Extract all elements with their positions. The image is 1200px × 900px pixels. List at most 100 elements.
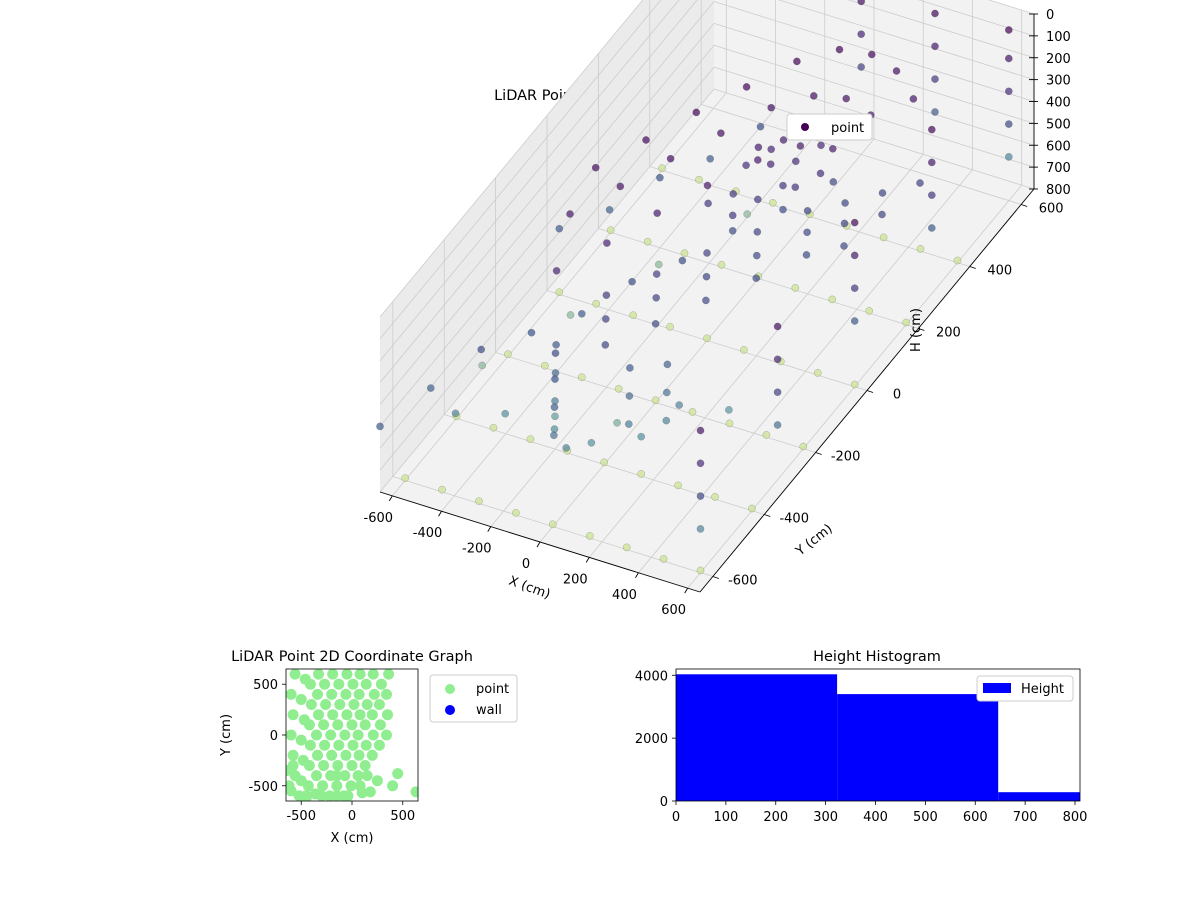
tick-label-x-3d: 0 — [522, 557, 530, 572]
data-point-3d — [1004, 26, 1013, 34]
data-point-3d — [740, 346, 748, 354]
data-point-2d — [340, 688, 352, 700]
data-point-3d — [773, 355, 782, 364]
data-point-3d — [566, 311, 575, 319]
data-point-3d — [651, 319, 660, 328]
tick-label-x-histogram: 700 — [1013, 810, 1038, 825]
data-point-3d — [841, 199, 849, 207]
tick-x-3d — [536, 541, 541, 548]
data-point-3d — [587, 438, 596, 447]
data-point-3d — [426, 384, 435, 392]
data-point-2d — [348, 699, 360, 710]
data-point-3d — [696, 459, 705, 468]
data-point-2d — [339, 770, 351, 782]
tick-label-z-3d: 700 — [1046, 161, 1071, 176]
tick-x-3d — [635, 572, 639, 579]
data-point-2d — [326, 749, 338, 761]
data-point-2d — [366, 749, 378, 761]
tick-label-y-histogram: 0 — [660, 795, 668, 810]
data-point-2d — [313, 709, 324, 721]
data-point-3d — [791, 157, 800, 166]
data-point-3d — [703, 249, 711, 257]
data-point-3d — [742, 83, 751, 91]
tick-label-y-3d: 600 — [1039, 202, 1064, 217]
tick-label-z-3d: 800 — [1046, 183, 1071, 198]
tick-x-3d — [487, 526, 492, 532]
tick-label-x-3d: -200 — [462, 542, 492, 557]
data-point-2d — [382, 709, 393, 721]
data-point-2d — [317, 780, 329, 792]
data-point-3d — [656, 173, 664, 182]
data-point-3d — [663, 360, 672, 369]
data-point-3d — [616, 182, 625, 191]
histogram-title: Height Histogram — [813, 649, 941, 665]
data-point-2d — [381, 688, 392, 700]
data-point-2d — [286, 729, 297, 741]
data-point-3d — [600, 458, 609, 467]
data-point-2d — [367, 669, 379, 680]
data-point-3d — [892, 67, 901, 75]
data-point-2d — [360, 739, 372, 751]
data-point-2d — [410, 786, 418, 798]
tick-label-y-3d: -200 — [831, 450, 861, 465]
data-point-2d — [383, 669, 395, 680]
data-point-2d — [333, 739, 345, 751]
tick-label-y-2d: 500 — [253, 678, 278, 693]
legend-2d-marker-point — [445, 684, 455, 694]
histogram-bar — [676, 674, 838, 801]
data-point-3d — [512, 508, 520, 517]
data-point-3d — [637, 470, 646, 478]
data-point-3d — [754, 143, 763, 152]
data-point-3d — [743, 210, 752, 218]
data-point-2d — [347, 739, 359, 751]
tick-label-x-2d: 500 — [390, 809, 415, 824]
data-point-3d — [591, 163, 600, 172]
data-point-3d — [779, 181, 787, 190]
grid-line-z-back — [713, 88, 1035, 190]
data-point-2d — [318, 719, 330, 731]
tick-label-z-3d: 0 — [1046, 8, 1054, 23]
data-point-3d — [799, 442, 808, 451]
data-point-3d — [475, 497, 483, 506]
data-point-3d — [501, 409, 510, 418]
data-point-3d — [605, 205, 614, 214]
data-point-2d — [367, 729, 379, 741]
tick-label-z-3d: 200 — [1046, 52, 1071, 67]
tick-label-y-3d: 0 — [893, 388, 901, 403]
data-point-3d — [916, 179, 924, 187]
data-point-3d — [931, 42, 939, 51]
data-point-2d — [346, 719, 358, 731]
data-point-3d — [688, 408, 697, 416]
data-point-3d — [717, 129, 725, 138]
data-point-3d — [927, 125, 936, 134]
data-point-3d — [704, 199, 712, 208]
data-point-3d — [796, 142, 805, 150]
data-point-3d — [842, 94, 851, 103]
data-point-2d — [295, 694, 307, 705]
data-point-3d — [953, 256, 962, 265]
data-point-3d — [642, 136, 650, 144]
tick-label-x-histogram: 0 — [672, 810, 680, 825]
data-point-2d — [334, 699, 346, 710]
data-point-2d — [339, 729, 351, 741]
data-point-2d — [354, 780, 366, 792]
ticks-3d: -600 -400 -200 0 200 400 600 -600 -400 -200 0 200 40… — [364, 8, 1071, 618]
data-point-3d — [753, 195, 762, 204]
data-point-2d — [313, 669, 324, 680]
tick-label-x-histogram: 100 — [713, 810, 738, 825]
data-point-3d — [865, 307, 874, 315]
histogram-chart: Height Histogram 0 100 200 300 400 500 600 700 8… — [635, 649, 1088, 825]
data-point-3d — [817, 141, 825, 150]
data-point-2d — [287, 709, 299, 721]
data-point-3d — [916, 245, 925, 253]
points-2d — [286, 669, 418, 801]
data-point-3d — [577, 309, 586, 318]
axes-3d-grid — [379, 0, 1035, 589]
data-point-2d — [387, 780, 399, 792]
tick-label-y-2d: -500 — [248, 780, 278, 795]
data-point-2d — [381, 729, 392, 741]
data-point-3d — [931, 9, 939, 18]
data-point-3d — [696, 525, 705, 533]
data-point-2d — [316, 790, 327, 801]
data-point-3d — [803, 228, 811, 237]
